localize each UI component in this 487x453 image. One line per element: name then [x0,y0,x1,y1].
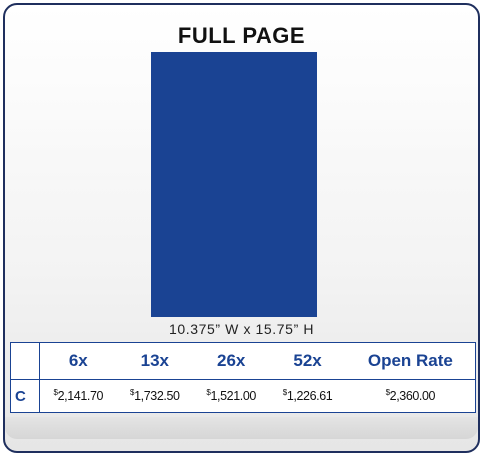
rate-cell: $2,141.70 [39,379,117,413]
column-header: 26x [192,342,270,380]
column-header: 52x [269,342,346,380]
ad-card: FULL PAGE 10.375” W x 15.75” H 6x 13x 26x 5… [3,3,480,453]
footer-bar [5,417,478,439]
column-header: 13x [116,342,193,380]
rate-cell: $1,226.61 [269,379,346,413]
dimensions: 10.375” W x 15.75” H [168,321,315,337]
header-row: 6x 13x 26x 52x Open Rate [10,342,476,380]
rate-row: C $2,141.70 $1,732.50 $1,521.00 $1,226.61 $2,… [10,379,476,413]
rate-table: 6x 13x 26x 52x Open Rate C $2,141.70 $1,732.50 $… [10,342,476,413]
rate-cell: $1,732.50 [116,379,193,413]
title: FULL PAGE [177,23,306,48]
rate-cell: $2,360.00 [345,379,476,413]
column-header: 6x [39,342,117,380]
column-header: Open Rate [345,342,476,380]
column-header [10,342,40,380]
ad-area [151,52,317,317]
rate-cell: $1,521.00 [192,379,270,413]
row-label: C [10,379,40,413]
